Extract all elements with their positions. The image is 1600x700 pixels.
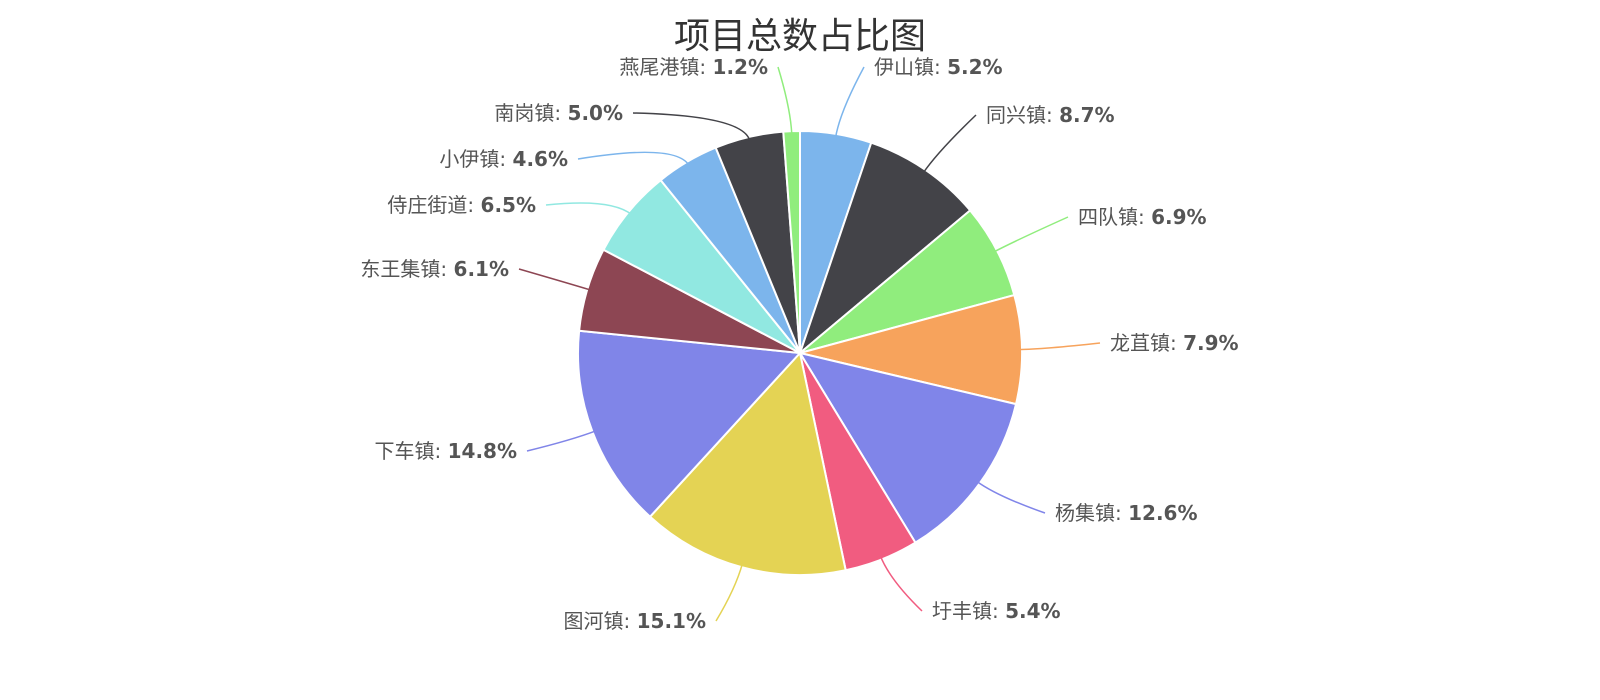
connector-line-1	[922, 114, 977, 174]
slice-label-6: 图河镇: 15.1%	[564, 609, 707, 633]
slice-label-5: 圩丰镇: 5.4%	[932, 599, 1061, 623]
slice-label-10: 小伊镇: 4.6%	[439, 147, 568, 171]
connector-line-10	[577, 151, 690, 166]
connector-line-9	[545, 202, 633, 216]
slice-label-name: 杨集镇:	[1055, 501, 1128, 525]
slice-label-percent: 15.1%	[637, 609, 706, 633]
slice-label-12: 燕尾港镇: 1.2%	[619, 55, 768, 79]
slice-label-percent: 6.1%	[454, 257, 509, 281]
slice-label-2: 四队镇: 6.9%	[1078, 205, 1207, 229]
slice-label-name: 小伊镇:	[439, 147, 512, 171]
slice-label-4: 杨集镇: 12.6%	[1055, 501, 1198, 525]
slice-label-name: 图河镇:	[564, 609, 637, 633]
slice-label-8: 东王集镇: 6.1%	[360, 257, 509, 281]
slice-label-3: 龙苴镇: 7.9%	[1110, 331, 1239, 355]
slice-label-name: 侍庄街道:	[387, 193, 480, 217]
slice-label-name: 四队镇:	[1078, 205, 1151, 229]
slice-label-percent: 5.2%	[947, 55, 1002, 79]
slice-label-name: 同兴镇:	[986, 103, 1059, 127]
connector-line-6	[715, 563, 744, 622]
connector-line-4	[975, 480, 1046, 514]
slice-label-name: 龙苴镇:	[1110, 331, 1183, 355]
slice-label-7: 下车镇: 14.8%	[375, 439, 518, 463]
slice-label-percent: 6.5%	[481, 193, 536, 217]
label-connectors	[518, 66, 1101, 622]
slice-labels: 伊山镇: 5.2% 同兴镇: 8.7% 四队镇: 6.9% 龙苴镇: 7.9% 杨集镇:…	[360, 55, 1238, 633]
slice-label-name: 南岗镇:	[494, 101, 567, 125]
pie-slices	[577, 130, 1023, 576]
connector-line-5	[879, 555, 923, 612]
slice-label-9: 侍庄街道: 6.5%	[387, 193, 536, 217]
slice-label-name: 伊山镇:	[874, 55, 947, 79]
connector-line-12	[777, 66, 793, 136]
slice-label-0: 伊山镇: 5.2%	[874, 55, 1003, 79]
slice-label-11: 南岗镇: 5.0%	[494, 101, 623, 125]
connector-line-7	[526, 429, 597, 452]
slice-label-percent: 6.9%	[1151, 205, 1206, 229]
connector-line-8	[518, 268, 592, 291]
connector-line-11	[632, 112, 751, 142]
slice-label-percent: 4.6%	[513, 147, 568, 171]
slice-label-percent: 7.9%	[1183, 331, 1238, 355]
chart-title: 项目总数占比图	[674, 16, 926, 57]
connector-line-0	[834, 66, 865, 139]
slice-label-name: 东王集镇:	[360, 257, 453, 281]
connector-line-2	[992, 216, 1069, 253]
slice-label-percent: 5.0%	[568, 101, 623, 125]
connector-line-3	[1017, 342, 1101, 351]
slice-label-name: 下车镇:	[375, 439, 448, 463]
slice-label-percent: 1.2%	[713, 55, 768, 79]
slice-label-name: 燕尾港镇:	[619, 55, 712, 79]
slice-label-name: 圩丰镇:	[932, 599, 1005, 623]
slice-label-percent: 12.6%	[1128, 501, 1197, 525]
slice-label-percent: 5.4%	[1005, 599, 1060, 623]
slice-label-percent: 8.7%	[1059, 103, 1114, 127]
slice-label-percent: 14.8%	[448, 439, 517, 463]
slice-label-1: 同兴镇: 8.7%	[986, 103, 1115, 127]
